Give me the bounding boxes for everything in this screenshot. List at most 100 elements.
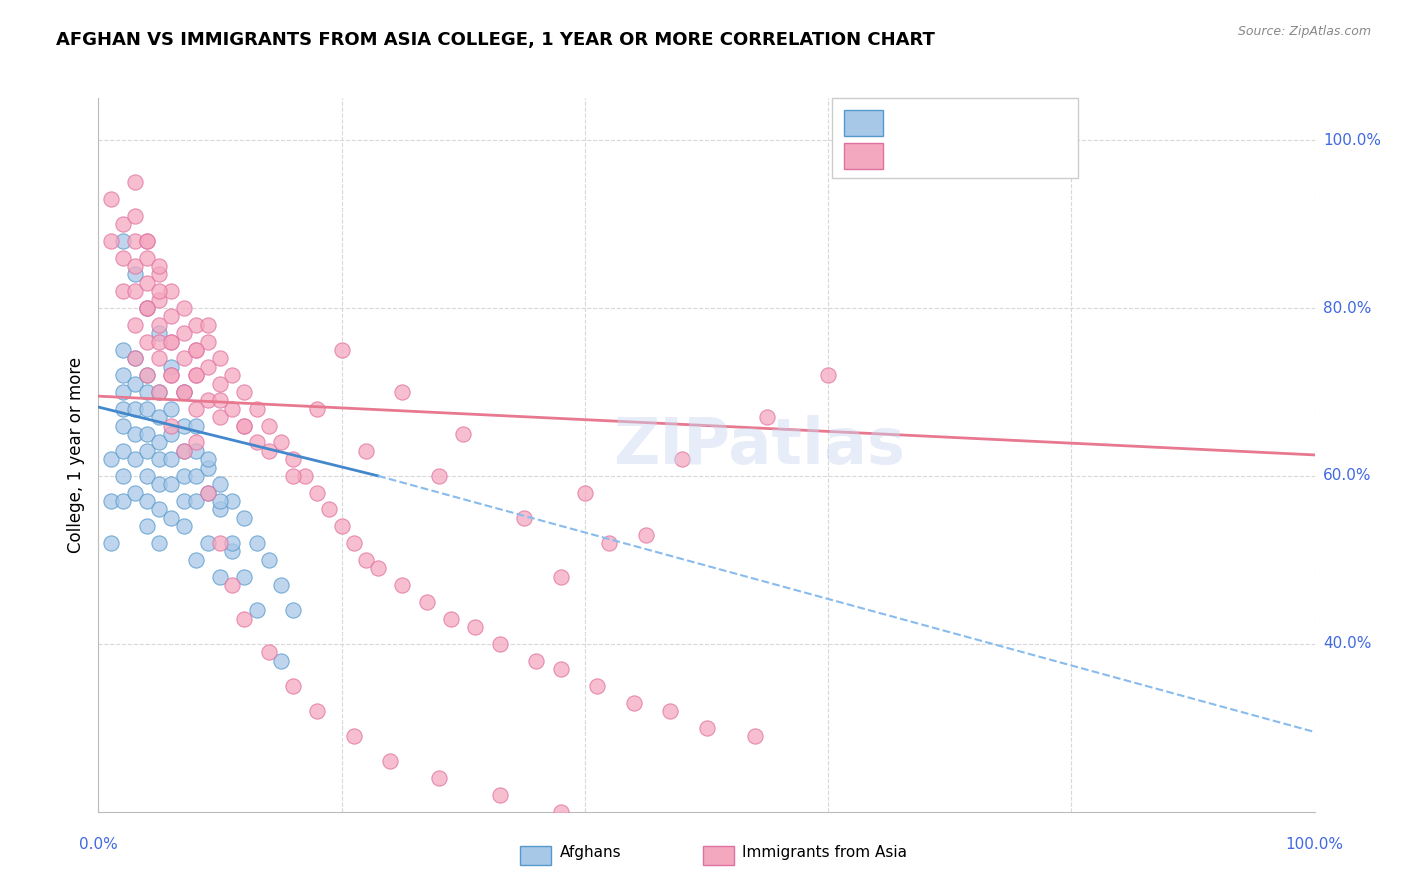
Point — [197, 485, 219, 500]
Point — [550, 569, 572, 583]
Point — [148, 334, 170, 349]
Point — [427, 771, 450, 785]
Point — [173, 384, 195, 399]
Point — [354, 443, 377, 458]
Text: N =: N = — [984, 145, 1021, 163]
Point — [221, 494, 243, 508]
Point — [221, 578, 243, 592]
Point — [197, 318, 219, 332]
Point — [160, 418, 183, 433]
Point — [245, 536, 267, 550]
Text: -0.072: -0.072 — [921, 112, 980, 129]
Point — [160, 368, 183, 383]
Point — [343, 729, 366, 743]
Point — [330, 343, 353, 357]
Point — [136, 494, 159, 508]
Point — [233, 511, 256, 525]
Point — [124, 209, 146, 223]
Point — [124, 259, 146, 273]
Point — [209, 536, 232, 550]
Point — [574, 485, 596, 500]
Point — [136, 368, 159, 383]
Point — [136, 234, 159, 248]
Point — [307, 401, 329, 416]
Point — [100, 494, 122, 508]
Point — [209, 502, 232, 516]
Point — [197, 393, 219, 408]
Point — [209, 569, 232, 583]
Point — [281, 679, 304, 693]
Point — [307, 704, 329, 718]
Point — [111, 368, 134, 383]
Point — [184, 401, 207, 416]
Point — [160, 334, 183, 349]
Point — [440, 612, 463, 626]
Point — [111, 494, 134, 508]
Point — [245, 603, 267, 617]
Point — [184, 435, 207, 450]
Point — [111, 443, 134, 458]
Point — [233, 384, 256, 399]
Point — [148, 293, 170, 307]
Point — [184, 343, 207, 357]
Point — [330, 519, 353, 533]
Point — [634, 527, 657, 541]
Text: R =: R = — [893, 145, 929, 163]
Point — [148, 351, 170, 366]
Point — [111, 384, 134, 399]
Point — [197, 485, 219, 500]
Point — [136, 234, 159, 248]
Point — [160, 426, 183, 441]
Y-axis label: College, 1 year or more: College, 1 year or more — [66, 357, 84, 553]
Point — [136, 401, 159, 416]
Point — [124, 452, 146, 467]
Point — [453, 426, 475, 441]
Point — [245, 435, 267, 450]
Point — [744, 729, 766, 743]
Point — [148, 318, 170, 332]
Text: 40.0%: 40.0% — [1323, 636, 1371, 651]
Point — [197, 536, 219, 550]
Point — [136, 368, 159, 383]
Text: 72: 72 — [1011, 112, 1035, 129]
Text: Source: ZipAtlas.com: Source: ZipAtlas.com — [1237, 25, 1371, 38]
Point — [173, 351, 195, 366]
Point — [233, 418, 256, 433]
Point — [221, 536, 243, 550]
Point — [464, 620, 486, 634]
Point — [209, 393, 232, 408]
Point — [173, 443, 195, 458]
Point — [111, 401, 134, 416]
Point — [343, 536, 366, 550]
Point — [124, 268, 146, 282]
Text: Immigrants from Asia: Immigrants from Asia — [742, 846, 907, 860]
Point — [184, 418, 207, 433]
Point — [257, 418, 280, 433]
Point — [221, 401, 243, 416]
Point — [148, 502, 170, 516]
Point — [184, 469, 207, 483]
Point — [100, 192, 122, 206]
Point — [257, 553, 280, 567]
Point — [111, 234, 134, 248]
Point — [623, 822, 645, 836]
Point — [136, 251, 159, 265]
Point — [197, 452, 219, 467]
Point — [160, 477, 183, 491]
Point — [598, 536, 620, 550]
Point — [221, 544, 243, 558]
Point — [245, 401, 267, 416]
Point — [160, 334, 183, 349]
Text: Afghans: Afghans — [560, 846, 621, 860]
Point — [111, 251, 134, 265]
Point — [281, 603, 304, 617]
Point — [100, 452, 122, 467]
Point — [233, 418, 256, 433]
Point — [111, 418, 134, 433]
Point — [148, 268, 170, 282]
Point — [550, 805, 572, 819]
Point — [160, 401, 183, 416]
Point — [124, 234, 146, 248]
Point — [233, 612, 256, 626]
Point — [354, 553, 377, 567]
